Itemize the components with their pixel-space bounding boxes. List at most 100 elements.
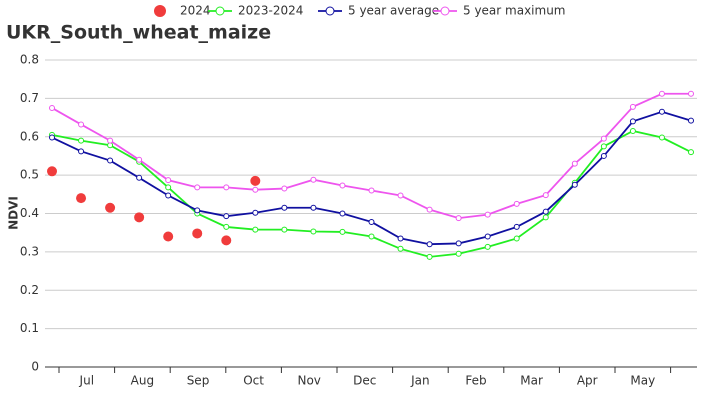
series-marker <box>281 226 288 233</box>
data-point <box>76 193 87 204</box>
series-marker <box>600 135 607 142</box>
series-marker <box>165 184 172 191</box>
series-marker <box>252 186 259 193</box>
series-marker <box>571 181 578 188</box>
x-tick-label: Sep <box>187 374 210 388</box>
series-marker <box>688 90 694 97</box>
series-marker <box>600 152 607 159</box>
series-marker <box>136 156 143 163</box>
series-marker <box>165 177 172 184</box>
series-marker <box>78 137 85 144</box>
series-marker <box>426 241 433 248</box>
series-marker <box>223 223 230 230</box>
data-point <box>192 228 203 239</box>
data-point <box>105 202 116 213</box>
series-marker <box>49 104 55 111</box>
series-marker <box>600 143 607 150</box>
series-marker <box>339 228 346 235</box>
series-marker <box>310 176 317 183</box>
series-marker <box>484 233 491 240</box>
legend-label: 2024 <box>180 4 211 18</box>
series-marker <box>688 117 694 124</box>
series-marker <box>658 108 665 115</box>
series-marker <box>542 208 549 215</box>
data-point <box>221 235 232 246</box>
series-marker <box>513 200 520 207</box>
series-marker <box>455 240 462 247</box>
legend-label: 5 year maximum <box>463 4 566 18</box>
series-marker <box>107 157 114 164</box>
series-marker <box>339 182 346 189</box>
chart-title: UKR_South_wheat_maize <box>6 22 271 44</box>
x-tick-label: Aug <box>131 374 154 388</box>
series-marker <box>484 243 491 250</box>
series-marker <box>513 223 520 230</box>
series-marker <box>223 184 230 191</box>
series-marker <box>629 103 636 110</box>
x-tick-label: May <box>630 374 655 388</box>
x-tick-label: Feb <box>465 374 486 388</box>
y-tick-label: 0.8 <box>20 53 39 67</box>
legend-marker <box>440 6 450 16</box>
data-point <box>47 166 57 177</box>
y-axis-label: NDVI <box>7 196 21 230</box>
data-point <box>134 212 145 223</box>
series-marker <box>281 185 288 192</box>
series-marker <box>368 218 375 225</box>
series-marker <box>397 245 404 252</box>
y-tick-label: 0.2 <box>20 283 39 297</box>
y-tick-label: 0 <box>31 360 39 374</box>
series-marker <box>513 235 520 242</box>
x-tick-label: Nov <box>297 374 320 388</box>
series-marker <box>310 204 317 211</box>
series-marker <box>136 174 143 181</box>
series-marker <box>339 210 346 217</box>
x-tick-label: Oct <box>243 374 264 388</box>
series-marker <box>252 226 259 233</box>
series-marker <box>542 214 549 221</box>
x-tick-label: Mar <box>520 374 543 388</box>
legend-marker <box>325 6 335 16</box>
series-marker <box>107 137 114 144</box>
series-marker <box>78 121 85 128</box>
series-marker <box>542 192 549 199</box>
y-tick-label: 0.6 <box>20 129 39 143</box>
series-marker <box>165 192 172 199</box>
series-marker <box>310 228 317 235</box>
series-marker <box>49 134 55 141</box>
series-marker <box>223 213 230 220</box>
legend-marker <box>215 6 225 16</box>
y-tick-label: 0.7 <box>20 91 39 105</box>
series-marker <box>658 134 665 141</box>
legend-marker <box>154 5 166 17</box>
series-marker <box>629 127 636 134</box>
legend-label: 2023-2024 <box>238 4 303 18</box>
series-marker <box>426 206 433 213</box>
x-tick-label: Apr <box>577 374 598 388</box>
series-marker <box>397 235 404 242</box>
series-marker <box>397 192 404 199</box>
series-marker <box>571 160 578 167</box>
series-marker <box>658 90 665 97</box>
series-marker <box>78 148 85 155</box>
x-tick-label: Dec <box>353 374 376 388</box>
series-marker <box>455 215 462 222</box>
y-tick-label: 0.1 <box>20 321 39 335</box>
data-point <box>163 231 174 242</box>
data-point <box>250 175 261 186</box>
series-marker <box>281 204 288 211</box>
series-marker <box>688 149 694 156</box>
y-tick-label: 0.3 <box>20 244 39 258</box>
series-marker <box>252 209 259 216</box>
x-tick-label: Jul <box>79 374 94 388</box>
y-tick-label: 0.4 <box>20 206 39 220</box>
series-marker <box>484 211 491 218</box>
legend-label: 5 year average <box>348 4 439 18</box>
series-marker <box>368 233 375 240</box>
series-marker <box>194 184 201 191</box>
x-tick-label: Jan <box>410 374 430 388</box>
series-marker <box>194 207 201 214</box>
y-tick-label: 0.5 <box>20 168 39 182</box>
series-marker <box>629 118 636 125</box>
